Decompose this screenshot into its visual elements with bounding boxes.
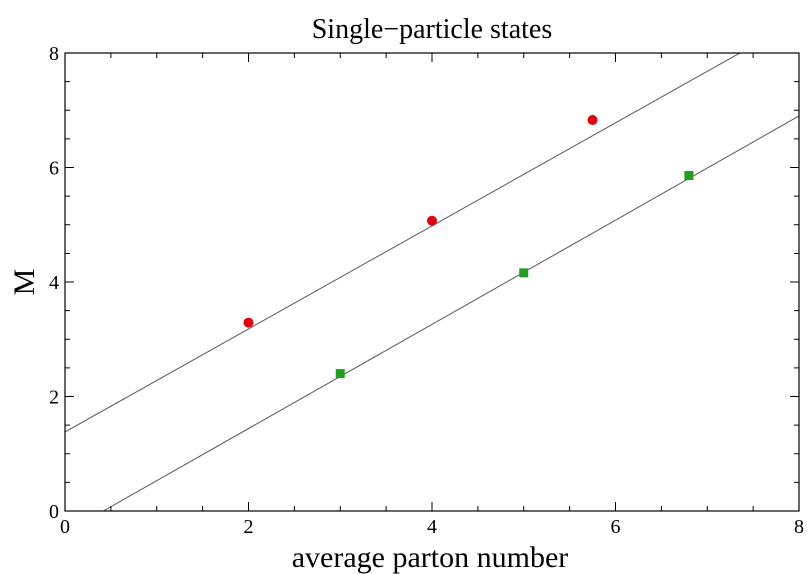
data-point-series1-1: [243, 317, 254, 328]
y-tick-label: 4: [49, 272, 59, 294]
data-point-series1-3: [587, 114, 598, 125]
fit-line-1: [65, 53, 741, 433]
plot-area: 0 2 4 6 8 0 2 4 6 8: [49, 43, 804, 538]
data-point-series2-2: [519, 268, 529, 278]
y-axis-label: M: [8, 269, 41, 296]
x-tick-label: 8: [794, 516, 804, 538]
chart-title: Single−particle states: [312, 14, 553, 45]
y-tick-label: 8: [49, 43, 59, 65]
x-axis-label: average parton number: [292, 541, 569, 574]
y-tick-label: 0: [49, 501, 59, 523]
x-tick-label: 0: [60, 516, 70, 538]
data-point-series1-2: [427, 215, 437, 226]
fit-line-2: [102, 115, 799, 511]
data-point-series2-3: [684, 171, 694, 181]
x-tick-label: 6: [611, 516, 621, 538]
plot-frame: [64, 52, 800, 512]
y-tick-label: 2: [49, 387, 59, 409]
data-point-series2-1: [335, 369, 345, 379]
x-tick-label: 2: [244, 516, 254, 538]
x-tick-label: 4: [427, 516, 437, 538]
y-tick-label: 6: [49, 158, 59, 180]
